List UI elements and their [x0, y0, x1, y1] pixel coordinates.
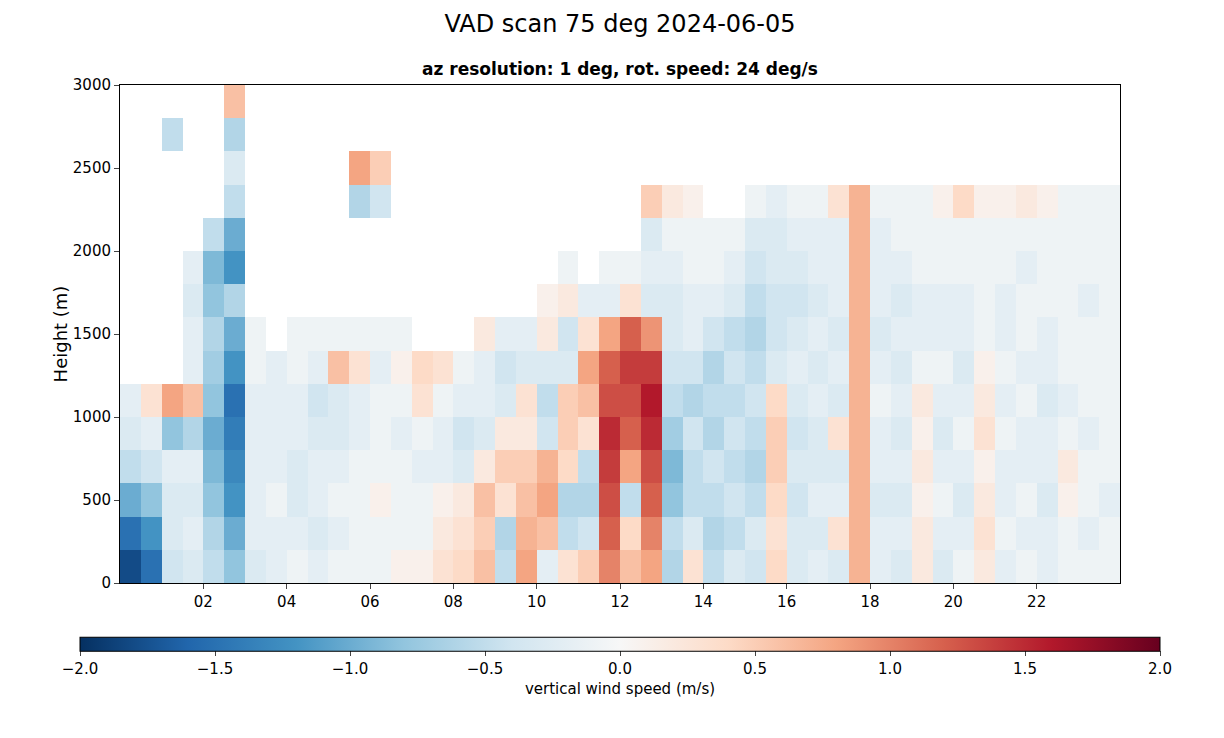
- svg-text:2.0: 2.0: [1148, 660, 1172, 678]
- svg-text:16: 16: [777, 593, 796, 611]
- svg-text:1.5: 1.5: [1013, 660, 1037, 678]
- svg-text:08: 08: [444, 593, 463, 611]
- svg-text:−2.0: −2.0: [62, 660, 98, 678]
- svg-text:1500: 1500: [73, 325, 111, 343]
- svg-text:0: 0: [101, 574, 111, 592]
- svg-text:0.0: 0.0: [608, 660, 632, 678]
- svg-text:1.0: 1.0: [878, 660, 902, 678]
- svg-text:Height (m): Height (m): [50, 286, 71, 383]
- svg-text:vertical wind speed (m/s): vertical wind speed (m/s): [525, 680, 715, 698]
- svg-text:1000: 1000: [73, 408, 111, 426]
- svg-text:10: 10: [527, 593, 546, 611]
- svg-text:−1.5: −1.5: [197, 660, 233, 678]
- svg-text:02: 02: [194, 593, 213, 611]
- svg-text:−1.0: −1.0: [332, 660, 368, 678]
- svg-text:06: 06: [360, 593, 379, 611]
- svg-text:12: 12: [610, 593, 629, 611]
- svg-text:3000: 3000: [73, 76, 111, 94]
- svg-text:500: 500: [82, 491, 111, 509]
- svg-text:−0.5: −0.5: [467, 660, 503, 678]
- svg-text:VAD scan 75 deg 2024-06-05: VAD scan 75 deg 2024-06-05: [444, 10, 795, 38]
- svg-text:2500: 2500: [73, 159, 111, 177]
- svg-text:14: 14: [694, 593, 713, 611]
- svg-text:18: 18: [860, 593, 879, 611]
- svg-text:22: 22: [1027, 593, 1046, 611]
- svg-text:04: 04: [277, 593, 296, 611]
- svg-text:2000: 2000: [73, 242, 111, 260]
- svg-text:20: 20: [944, 593, 963, 611]
- svg-text:az resolution: 1 deg, rot. spe: az resolution: 1 deg, rot. speed: 24 deg…: [422, 59, 818, 79]
- svg-text:0.5: 0.5: [743, 660, 767, 678]
